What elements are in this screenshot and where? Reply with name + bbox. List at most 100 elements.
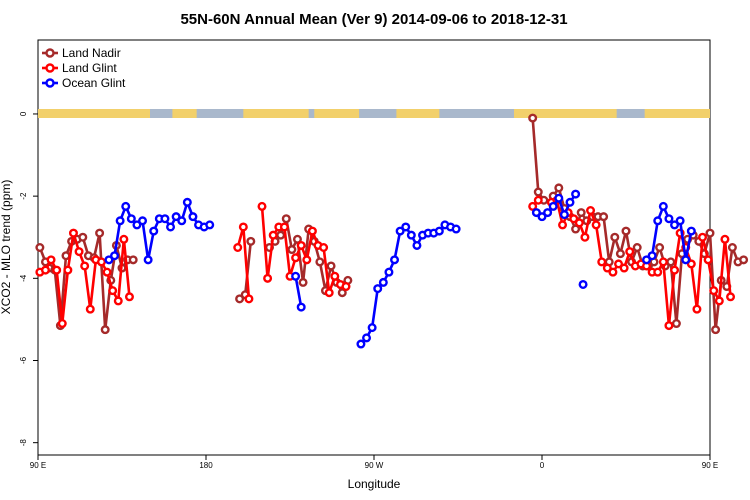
data-point	[726, 292, 736, 302]
data-point	[558, 220, 568, 230]
data-point	[578, 279, 588, 289]
data-point	[119, 234, 129, 244]
data-point	[559, 210, 569, 220]
x-axis-label: Longitude	[348, 477, 401, 491]
data-point	[52, 265, 62, 275]
x-tick-label: 90 W	[365, 461, 384, 470]
data-point	[367, 323, 377, 333]
data-point	[110, 251, 120, 261]
land-patch	[644, 109, 710, 118]
data-point	[554, 183, 564, 193]
legend-marker	[45, 78, 55, 88]
series-line	[236, 225, 251, 299]
data-point	[574, 218, 584, 228]
map-strip	[38, 109, 710, 118]
data-point	[188, 212, 198, 222]
data-point	[46, 255, 56, 265]
data-point	[625, 247, 635, 257]
data-point	[533, 187, 543, 197]
data-point	[642, 255, 652, 265]
data-point	[671, 319, 681, 329]
legend-label: Land Glint	[62, 61, 117, 75]
data-point	[384, 267, 394, 277]
data-point	[104, 255, 114, 265]
data-point	[171, 212, 181, 222]
data-point	[244, 294, 254, 304]
data-point	[296, 240, 306, 250]
land-patch	[172, 109, 197, 118]
data-point	[658, 201, 668, 211]
data-point	[287, 245, 297, 255]
data-point	[281, 214, 291, 224]
data-point	[686, 259, 696, 269]
data-point	[279, 222, 289, 232]
x-tick-label: 90 E	[30, 461, 46, 470]
data-point	[291, 253, 301, 263]
data-point	[632, 242, 642, 252]
data-point	[330, 271, 340, 281]
data-point	[108, 286, 118, 296]
y-tick-label: -6	[19, 356, 28, 364]
data-point	[614, 259, 624, 269]
data-point	[326, 261, 336, 271]
data-point	[664, 321, 674, 331]
data-point	[714, 296, 724, 306]
data-point	[412, 240, 422, 250]
data-point	[160, 214, 170, 224]
series-land-glint	[35, 195, 736, 331]
data-point	[711, 325, 721, 335]
data-point	[78, 232, 88, 242]
land-patch	[38, 109, 150, 118]
x-tick-label: 90 E	[702, 461, 718, 470]
y-tick-label: -4	[19, 274, 28, 282]
data-point	[95, 228, 105, 238]
data-point	[658, 257, 668, 267]
data-point	[373, 284, 383, 294]
data-point	[143, 255, 153, 265]
series-line	[294, 276, 303, 308]
data-point	[307, 226, 317, 236]
data-point	[406, 230, 416, 240]
data-point	[276, 230, 286, 240]
data-point	[647, 251, 657, 261]
series-ocean-glint	[104, 189, 696, 349]
data-point	[85, 304, 95, 314]
x-axis: 90 E 180 90 W 0 90 E	[30, 455, 718, 470]
data-point	[565, 197, 575, 207]
data-point	[61, 251, 71, 261]
data-point	[341, 282, 351, 292]
y-axis-label: XCO2 - MLO trend (ppm)	[0, 180, 13, 315]
data-point	[608, 267, 618, 277]
data-point	[401, 222, 411, 232]
data-point	[315, 257, 325, 267]
data-point	[602, 263, 612, 273]
data-point	[434, 226, 444, 236]
data-point	[235, 294, 245, 304]
data-point	[576, 208, 586, 218]
data-point	[246, 236, 256, 246]
legend-marker	[45, 63, 55, 73]
data-point	[291, 271, 301, 281]
series-layer	[35, 113, 749, 349]
data-point	[263, 273, 273, 283]
data-point	[533, 195, 543, 205]
data-point	[599, 212, 609, 222]
data-point	[569, 214, 579, 224]
data-point	[528, 113, 538, 123]
data-point	[356, 339, 366, 349]
data-point	[727, 242, 737, 252]
legend-item: Land Nadir	[42, 46, 121, 60]
data-point	[57, 319, 67, 329]
legend-label: Ocean Glint	[62, 76, 126, 90]
data-point	[121, 201, 131, 211]
data-point	[586, 206, 596, 216]
data-point	[96, 257, 106, 267]
data-point	[233, 242, 243, 252]
x-tick-label: 0	[540, 461, 545, 470]
data-point	[166, 222, 176, 232]
data-point	[390, 255, 400, 265]
data-point	[102, 267, 112, 277]
data-point	[126, 214, 136, 224]
data-point	[531, 208, 541, 218]
